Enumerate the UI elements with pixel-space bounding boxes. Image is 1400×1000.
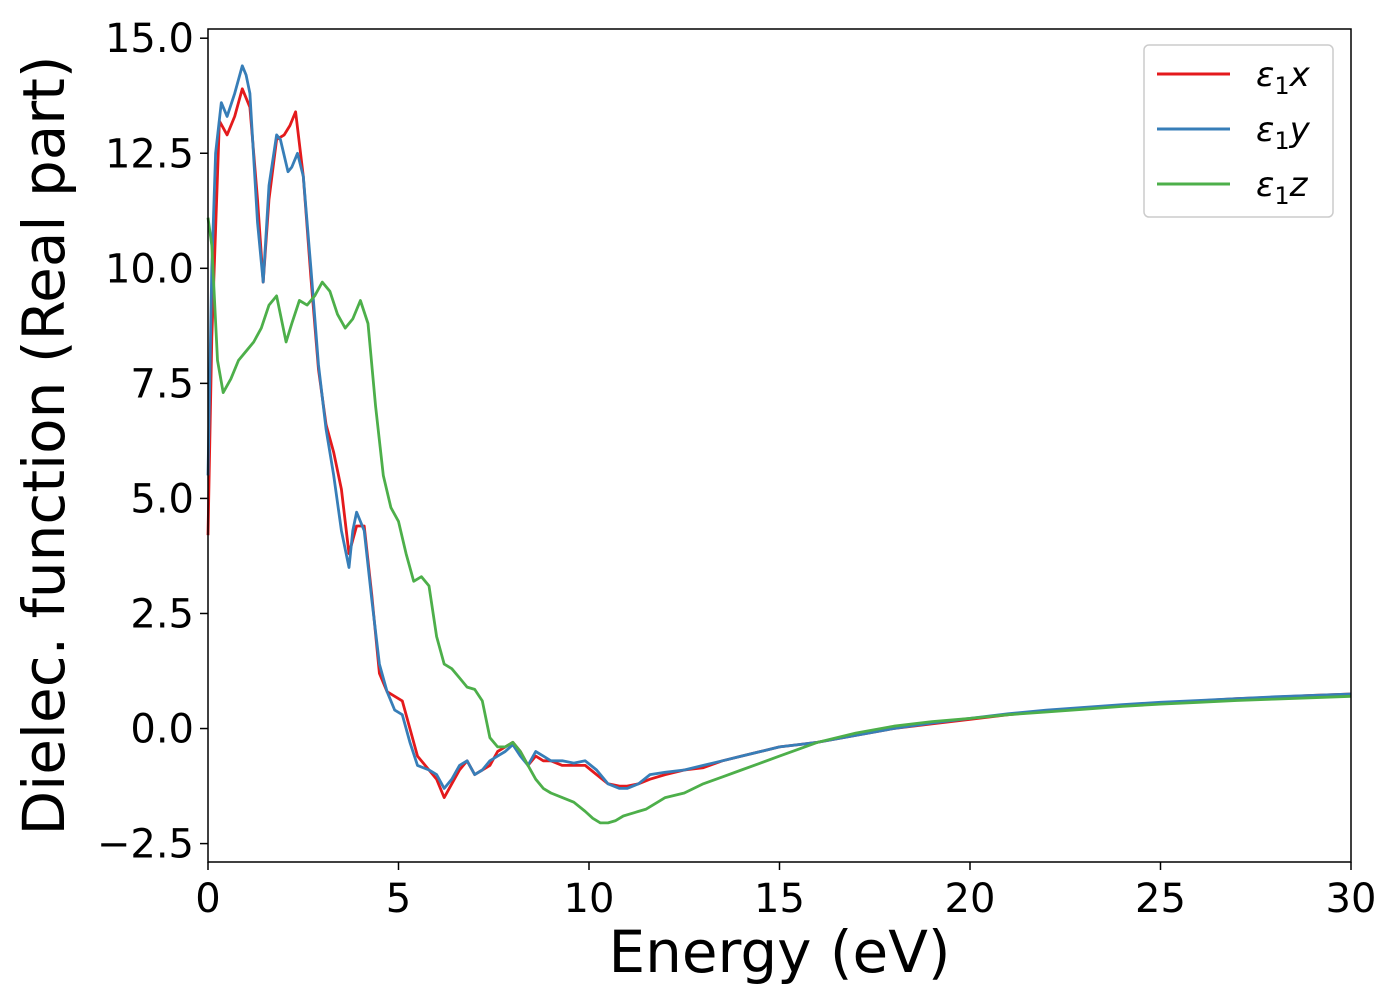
y-tick-label: 10.0 xyxy=(105,246,194,292)
y-tick-label: 7.5 xyxy=(130,361,194,407)
x-tick-label: 0 xyxy=(195,876,220,922)
x-tick-label: 30 xyxy=(1326,876,1377,922)
x-axis-title: Energy (eV) xyxy=(608,918,950,986)
x-tick-label: 5 xyxy=(386,876,411,922)
legend: ε1x ε1y ε1z xyxy=(1143,44,1334,218)
legend-label: ε1z xyxy=(1256,165,1309,210)
y-tick-label: 0.0 xyxy=(130,707,194,753)
y-tick-label: 12.5 xyxy=(105,131,194,177)
legend-label: ε1x xyxy=(1256,55,1311,100)
x-tick-label: 25 xyxy=(1135,876,1186,922)
plot-frame xyxy=(207,28,1352,863)
series-line-3 xyxy=(206,217,1352,825)
lines-layer xyxy=(206,64,1352,825)
y-tick-label: 2.5 xyxy=(130,591,194,637)
y-axis-title: Dielec. function (Real part) xyxy=(10,55,78,835)
x-tick-label: 20 xyxy=(945,876,996,922)
legend-label: ε1y xyxy=(1256,110,1311,155)
x-tick-label: 15 xyxy=(754,876,805,922)
y-tick-label: 15.0 xyxy=(105,16,194,62)
y-tick-label: −2.5 xyxy=(97,822,194,868)
legend-box xyxy=(1143,44,1334,218)
tick-layer: 0 5 10 15 20 25 30 −2.5 0.0 2.5 5.0 7.5 10.0 12.5 15.0 xyxy=(97,16,1377,922)
y-tick-label: 5.0 xyxy=(130,476,194,522)
x-tick-label: 10 xyxy=(564,876,615,922)
